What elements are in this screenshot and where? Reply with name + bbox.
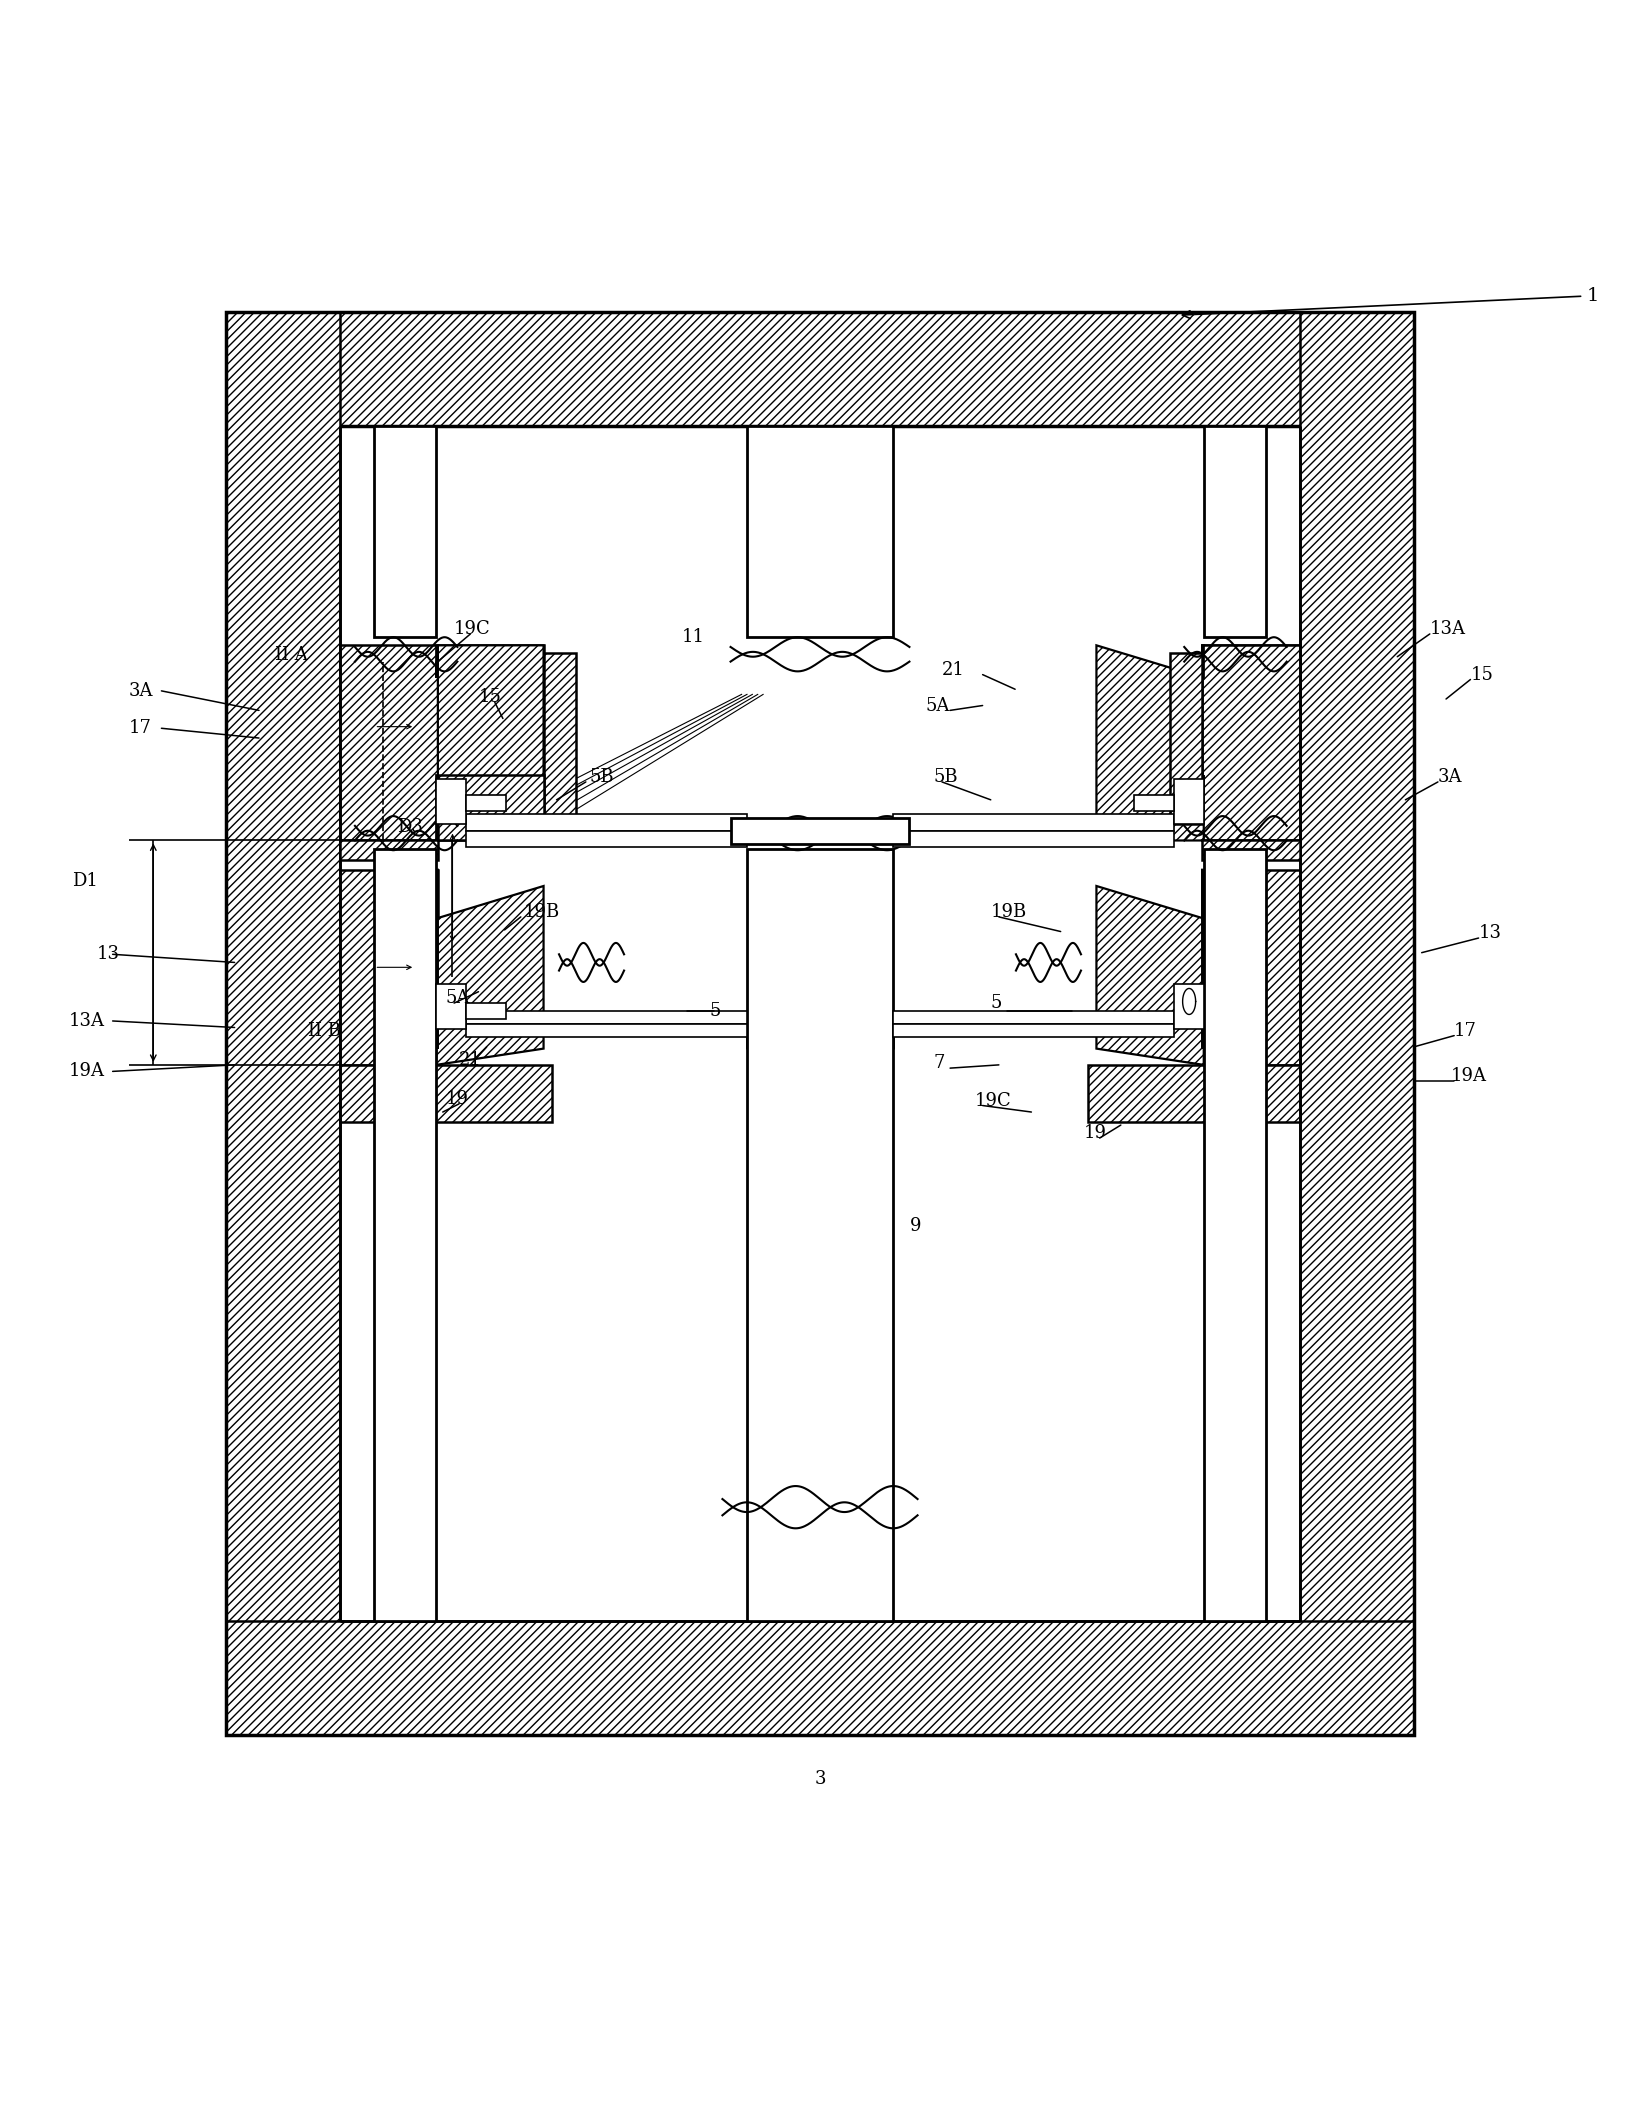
- Text: 21: 21: [941, 661, 964, 678]
- Text: 19A: 19A: [69, 1062, 105, 1081]
- Text: 5: 5: [990, 994, 1001, 1011]
- Bar: [729, 818, 910, 844]
- Text: D1: D1: [72, 871, 98, 890]
- Text: 21: 21: [459, 1052, 482, 1068]
- Bar: [1201, 840, 1300, 861]
- Bar: [1203, 848, 1265, 1622]
- Bar: [1174, 778, 1203, 825]
- Bar: [465, 831, 746, 848]
- Text: 17: 17: [129, 719, 152, 738]
- Bar: [1201, 644, 1300, 840]
- Bar: [226, 312, 1413, 426]
- Bar: [1174, 984, 1203, 1028]
- Bar: [339, 869, 438, 1064]
- Text: 3A: 3A: [1437, 767, 1462, 787]
- Bar: [465, 1011, 746, 1024]
- Text: 13A: 13A: [1429, 619, 1465, 638]
- Bar: [465, 1024, 746, 1037]
- Polygon shape: [436, 869, 543, 1064]
- Text: 13: 13: [97, 946, 120, 962]
- Bar: [893, 814, 1174, 831]
- Bar: [893, 1011, 1174, 1024]
- Bar: [438, 644, 543, 840]
- Bar: [436, 778, 465, 825]
- Bar: [226, 1622, 1413, 1734]
- Text: 3: 3: [813, 1770, 826, 1787]
- Polygon shape: [1096, 644, 1203, 840]
- Bar: [543, 653, 575, 825]
- Bar: [465, 814, 746, 831]
- Bar: [465, 795, 506, 812]
- Bar: [1201, 869, 1300, 1064]
- Text: 19B: 19B: [990, 903, 1026, 920]
- Bar: [893, 831, 1174, 848]
- Bar: [339, 644, 438, 840]
- Text: 19C: 19C: [454, 619, 490, 638]
- Polygon shape: [1096, 869, 1203, 1064]
- Text: 3A: 3A: [129, 683, 154, 700]
- Text: 15: 15: [479, 689, 502, 706]
- Bar: [438, 776, 543, 840]
- Polygon shape: [436, 644, 543, 840]
- Text: 5B: 5B: [588, 767, 613, 787]
- Text: 5B: 5B: [933, 767, 957, 787]
- Text: 19: 19: [1083, 1124, 1106, 1143]
- Text: II B: II B: [308, 1022, 341, 1039]
- Text: 17: 17: [1454, 1022, 1477, 1039]
- Bar: [1300, 312, 1413, 1734]
- Text: 5: 5: [710, 1003, 721, 1020]
- Text: 7: 7: [933, 1054, 944, 1073]
- Bar: [374, 848, 436, 1622]
- Bar: [893, 1024, 1174, 1037]
- Bar: [465, 1003, 506, 1020]
- Text: 5A: 5A: [446, 990, 470, 1007]
- Text: 11: 11: [682, 628, 705, 647]
- Bar: [339, 1064, 551, 1121]
- Bar: [1133, 795, 1174, 812]
- Bar: [339, 840, 438, 861]
- Bar: [226, 312, 339, 1734]
- Text: 15: 15: [1470, 666, 1493, 683]
- Bar: [1169, 653, 1201, 825]
- Text: 13A: 13A: [69, 1011, 105, 1030]
- Text: 5A: 5A: [924, 697, 949, 714]
- Text: 19: 19: [446, 1090, 469, 1109]
- Text: 19C: 19C: [974, 1092, 1011, 1109]
- Bar: [1088, 1064, 1300, 1121]
- Bar: [1201, 644, 1300, 840]
- Text: D3: D3: [397, 818, 423, 837]
- Bar: [226, 312, 1413, 1734]
- Bar: [436, 984, 465, 1028]
- Text: II A: II A: [275, 647, 308, 664]
- Text: 19A: 19A: [1451, 1066, 1487, 1085]
- Bar: [746, 848, 893, 1622]
- Text: 13: 13: [1478, 924, 1501, 941]
- Text: 1: 1: [1182, 286, 1598, 318]
- Bar: [746, 426, 893, 638]
- Text: 9: 9: [910, 1217, 921, 1234]
- Bar: [1203, 426, 1265, 638]
- Text: 19B: 19B: [524, 903, 561, 920]
- Bar: [374, 426, 436, 638]
